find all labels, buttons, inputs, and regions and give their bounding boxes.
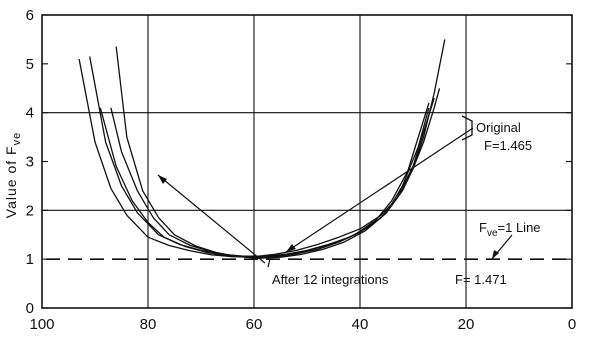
series-group bbox=[78, 39, 446, 259]
y-tick-label-4: 4 bbox=[26, 105, 34, 122]
annotation-fve-sub: ve bbox=[487, 228, 498, 239]
x-tick-labels: 100 80 60 40 20 0 bbox=[29, 316, 576, 333]
annotation-fve-line: Fve=1 Line bbox=[479, 220, 541, 239]
y-axis-label-main: Value of F bbox=[3, 145, 19, 218]
y-tick-label-0: 0 bbox=[26, 300, 34, 317]
annotation-bracket bbox=[461, 115, 473, 141]
annotation-integrations-f: F= 1.471 bbox=[455, 272, 507, 287]
x-tick-label-40: 40 bbox=[352, 316, 369, 333]
y-axis-label: Value of Fve bbox=[3, 132, 23, 218]
y-tick-labels: 0 1 2 3 4 5 6 bbox=[26, 7, 34, 317]
annotation-arrow-original bbox=[285, 127, 474, 253]
x-tick-label-20: 20 bbox=[458, 316, 475, 333]
y-tick-label-1: 1 bbox=[26, 251, 34, 268]
y-tick-label-2: 2 bbox=[26, 202, 34, 219]
x-tick-label-100: 100 bbox=[29, 316, 54, 333]
series-line-4 bbox=[110, 97, 435, 259]
series-line-3 bbox=[99, 102, 430, 258]
series-line-2 bbox=[89, 56, 441, 257]
arrowhead-integrations bbox=[158, 175, 167, 184]
annotation-original-label: Original bbox=[476, 120, 521, 135]
y-tick-label-5: 5 bbox=[26, 56, 34, 73]
y-tick-label-6: 6 bbox=[26, 7, 34, 24]
annotations: Original F=1.465 After 12 integrations F… bbox=[157, 115, 541, 287]
annotation-tick-integrations bbox=[267, 258, 271, 268]
series-line-1 bbox=[78, 39, 446, 258]
y-axis-label-sub: ve bbox=[11, 132, 23, 146]
arrowhead-original bbox=[286, 244, 296, 252]
x-tick-label-60: 60 bbox=[246, 316, 263, 333]
annotation-original-f: F=1.465 bbox=[484, 138, 532, 153]
x-tick-label-0: 0 bbox=[568, 316, 576, 333]
plot-frame bbox=[41, 14, 573, 309]
arrowhead-fve-line bbox=[492, 250, 499, 259]
series-line-5 bbox=[115, 46, 430, 259]
annotation-arrow-integrations bbox=[157, 174, 266, 264]
annotation-fve-rest: =1 Line bbox=[498, 220, 541, 235]
annotation-integrations-label: After 12 integrations bbox=[272, 272, 389, 287]
y-tick-label-3: 3 bbox=[26, 154, 34, 171]
x-tick-label-80: 80 bbox=[140, 316, 157, 333]
grid bbox=[42, 14, 572, 309]
annotation-fve-main: F bbox=[479, 220, 487, 235]
